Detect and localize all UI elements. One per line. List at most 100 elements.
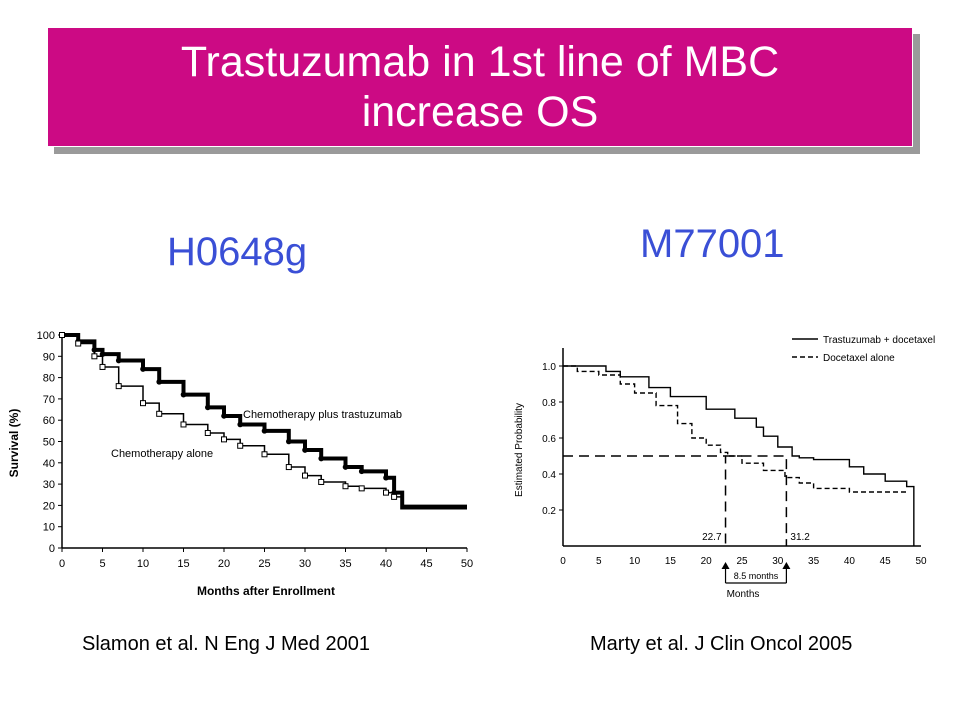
data-point-chemo-alone <box>221 436 227 443</box>
data-point-chemo-alone <box>59 332 65 338</box>
bracket-label-8-5-months: 8.5 months <box>734 571 779 581</box>
data-point-trastuzumab <box>302 447 308 453</box>
median-label-docetaxel-alone: 22.7 <box>702 532 722 543</box>
x-tick-label: 35 <box>339 558 351 570</box>
data-point-chemo-alone <box>75 340 82 347</box>
y-tick-label: 70 <box>43 394 55 406</box>
data-point-chemo-alone <box>99 363 106 370</box>
x-tick-label: 40 <box>380 558 392 570</box>
x-tick-label: 20 <box>218 558 230 570</box>
arrow-up-left-icon <box>721 562 730 569</box>
data-point-chemo-alone <box>91 353 98 360</box>
data-point-trastuzumab <box>115 357 122 364</box>
data-point-chemo-alone <box>285 464 292 471</box>
data-point-trastuzumab <box>261 428 268 434</box>
data-point-trastuzumab <box>99 351 106 357</box>
x-tick-label: 40 <box>844 556 856 567</box>
x-tick-label: 50 <box>461 558 473 570</box>
y-axis-label: Estimated Probability <box>514 403 525 497</box>
median-line-trastuzumab <box>725 455 788 546</box>
data-point-chemo-alone <box>156 410 163 417</box>
data-point-chemo-alone <box>358 485 365 492</box>
data-point-trastuzumab <box>342 464 349 470</box>
study-label-h0648g: H0648g <box>167 230 308 274</box>
x-tick-label: 30 <box>299 558 311 570</box>
data-point-trastuzumab <box>318 455 325 462</box>
y-tick-label: 0.4 <box>542 470 556 481</box>
citation-marty: Marty et al. J Clin Oncol 2005 <box>590 633 853 655</box>
data-point-trastuzumab <box>140 366 146 372</box>
x-tick-label: 50 <box>915 556 927 567</box>
y-tick-label: 10 <box>43 522 55 534</box>
data-point-trastuzumab <box>91 347 98 353</box>
data-point-trastuzumab <box>358 468 365 475</box>
data-point-trastuzumab <box>205 404 211 411</box>
x-axis-label: Months <box>727 589 760 600</box>
y-tick-label: 1.0 <box>542 362 556 373</box>
y-tick-label: 0.2 <box>542 506 556 517</box>
series-line-trastuzumab-docetaxel <box>563 365 915 546</box>
data-point-chemo-alone <box>383 489 389 496</box>
legend-label-trastuzumab-docetaxel: Trastuzumab + docetaxel <box>823 335 935 346</box>
annotation-chemo-plus-trastuzumab: Chemotherapy plus trastuzumab <box>243 409 402 421</box>
y-tick-label: 60 <box>43 415 55 427</box>
x-tick-label: 25 <box>736 556 748 567</box>
x-tick-label: 5 <box>596 556 602 567</box>
data-point-chemo-alone <box>115 383 122 390</box>
x-tick-label: 10 <box>629 556 641 567</box>
y-tick-label: 90 <box>43 351 55 363</box>
title-line-2: increase OS <box>361 88 599 136</box>
x-axis-label: Months after Enrollment <box>197 584 335 598</box>
study-label-m77001: M77001 <box>640 222 785 266</box>
data-point-chemo-alone <box>237 442 244 449</box>
y-tick-label: 30 <box>43 479 55 491</box>
data-point-trastuzumab <box>221 413 227 419</box>
y-tick-label: 0 <box>49 543 55 555</box>
data-point-chemo-alone <box>318 478 325 485</box>
data-point-trastuzumab <box>237 421 243 428</box>
x-tick-label: 35 <box>808 556 820 567</box>
x-tick-label: 5 <box>99 558 105 570</box>
data-point-chemo-alone <box>204 429 211 436</box>
data-point-trastuzumab <box>286 438 292 445</box>
y-tick-label: 0.6 <box>542 434 556 445</box>
data-point-chemo-alone <box>180 421 187 428</box>
y-axis-label: Survival (%) <box>7 409 21 478</box>
x-tick-label: 0 <box>560 556 566 567</box>
y-tick-label: 20 <box>43 500 55 512</box>
x-tick-label: 25 <box>258 558 270 570</box>
data-point-chemo-alone <box>391 493 398 500</box>
median-label-trastuzumab: 31.2 <box>790 532 810 543</box>
series-line-trastuzumab <box>62 333 467 510</box>
data-point-trastuzumab <box>156 379 162 385</box>
y-tick-label: 100 <box>37 330 55 342</box>
citation-slamon: Slamon et al. N Eng J Med 2001 <box>82 633 370 655</box>
y-tick-label: 40 <box>43 458 55 470</box>
x-tick-label: 30 <box>772 556 784 567</box>
arrow-up-right-icon <box>782 562 791 569</box>
y-tick-label: 50 <box>43 437 55 449</box>
x-tick-label: 0 <box>59 558 65 570</box>
chart-h0648g: 0 10 20 30 40 50 60 70 80 90 100 0 5 10 15 20 25 30 35 40 45… <box>7 330 473 598</box>
data-point-chemo-alone <box>342 483 349 490</box>
x-tick-label: 15 <box>177 558 189 570</box>
legend-label-docetaxel-alone: Docetaxel alone <box>823 353 895 364</box>
x-tick-label: 20 <box>701 556 713 567</box>
data-point-chemo-alone <box>140 400 146 407</box>
data-point-trastuzumab <box>383 474 389 481</box>
data-point-chemo-alone <box>302 472 308 479</box>
x-tick-label: 15 <box>665 556 677 567</box>
y-tick-label: 80 <box>43 373 55 385</box>
x-tick-label: 45 <box>420 558 432 570</box>
x-tick-label: 45 <box>880 556 892 567</box>
x-tick-label: 10 <box>137 558 149 570</box>
chart-m77001: 0.2 0.4 0.6 0.8 1.0 0 5 10 15 20 25 30 35 40 45 50 Month… <box>514 335 935 600</box>
data-point-trastuzumab <box>180 391 187 398</box>
y-tick-label: 0.8 <box>542 398 556 409</box>
title-line-1: Trastuzumab in 1st line of MBC <box>180 38 780 86</box>
slide-title: Trastuzumab in 1st line of MBC increase … <box>47 27 913 147</box>
series-line-docetaxel-alone <box>563 365 907 493</box>
annotation-chemo-alone: Chemotherapy alone <box>111 448 213 460</box>
data-point-chemo-alone <box>261 451 268 458</box>
